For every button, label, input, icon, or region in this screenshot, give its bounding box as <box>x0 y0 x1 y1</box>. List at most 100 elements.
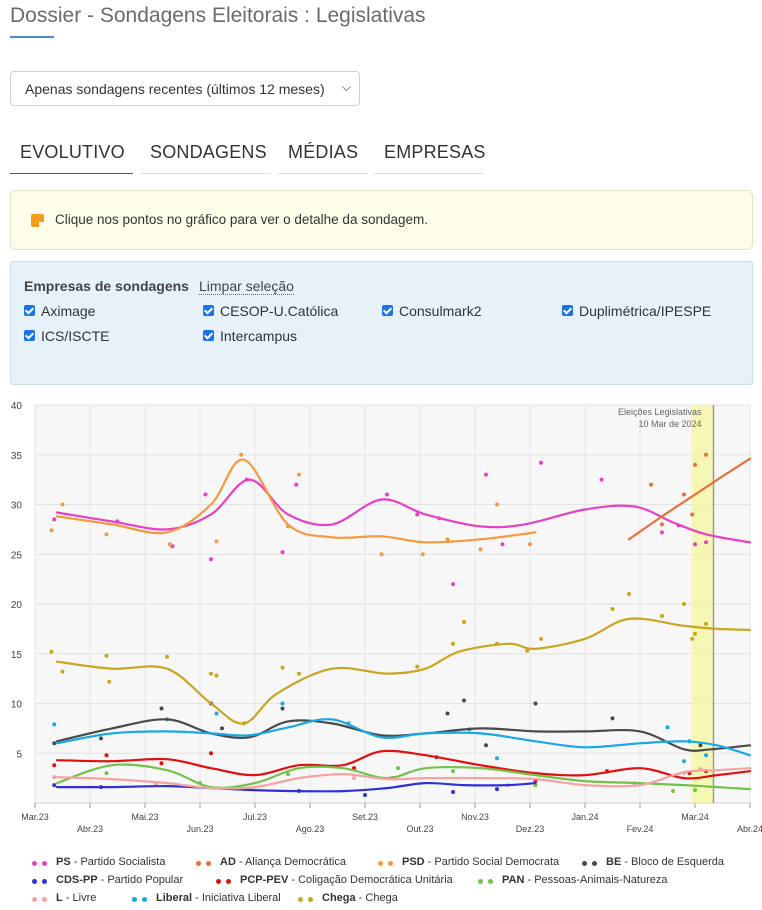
x-tick-label: Jan.24 <box>571 812 598 822</box>
legend-dot <box>488 879 493 884</box>
legend-full-name: - Bloco de Esquerda <box>621 856 725 868</box>
x-tick-label: Jul.23 <box>243 812 267 822</box>
legend-label: CDS-PP - Partido Popular <box>56 874 183 886</box>
tab-underline <box>374 173 484 174</box>
poll-point-ps <box>170 544 175 549</box>
poll-point-ad <box>704 452 708 457</box>
poll-point-psd <box>49 528 54 533</box>
legend-full-name: - Aliança Democrática <box>235 856 346 868</box>
series-line-ad <box>627 457 752 541</box>
legend-full-name: - Pessoas-Animais-Natureza <box>524 874 668 886</box>
poll-point-pcp-pev <box>52 763 57 768</box>
poll-point-ps <box>385 492 389 497</box>
tab-underline <box>140 173 271 174</box>
legend-full-name: - Livre <box>62 892 97 904</box>
legend-dot <box>206 861 211 866</box>
legend-label: PSD - Partido Social Democrata <box>402 856 559 868</box>
legend-marker <box>30 877 52 887</box>
period-select[interactable]: Apenas sondagens recentes (últimos 12 me… <box>10 71 360 106</box>
legend-abbr: BE <box>606 856 622 868</box>
y-tick-label: 30 <box>11 501 23 512</box>
poll-point-ps <box>693 542 697 547</box>
poll-point-chega <box>451 641 455 646</box>
poll-point-chega <box>660 613 664 618</box>
legend-marker <box>194 859 216 869</box>
poll-point-psd <box>297 472 301 477</box>
x-tick-label: Abr.23 <box>77 824 103 834</box>
legend-dot <box>42 897 47 902</box>
poll-point-be <box>280 706 285 711</box>
poll-point-ps <box>203 492 208 497</box>
legend-dot <box>226 879 231 884</box>
poll-point-be <box>99 736 103 741</box>
poll-point-cds-pp <box>52 783 57 788</box>
tab-sondagens-label: SONDAGENS <box>150 142 267 162</box>
poll-point-psd <box>379 552 384 557</box>
legend-full-name: - Partido Popular <box>97 874 184 886</box>
poll-point-pcp-pev <box>104 753 109 758</box>
poll-point-ps <box>209 557 213 562</box>
tab-empresas[interactable]: EMPRESAS <box>374 140 488 174</box>
poll-point-chega <box>214 673 219 678</box>
legend-marker <box>214 877 236 887</box>
legend-marker <box>296 895 318 905</box>
tab-empresas-label: EMPRESAS <box>384 142 486 162</box>
poll-point-be <box>484 743 488 748</box>
legend-label: L - Livre <box>56 892 96 904</box>
poll-point-ps <box>500 542 505 547</box>
x-tick-label: Mar.23 <box>21 812 49 822</box>
legend-abbr: AD <box>220 856 236 868</box>
poll-point-chega <box>627 592 631 597</box>
legend-marker <box>30 859 52 869</box>
poll-point-be <box>610 716 615 721</box>
election-annotation-line2: 10 Mar de 2024 <box>638 419 701 429</box>
poll-point-chega <box>690 636 695 641</box>
checkbox-checked-icon <box>24 330 35 341</box>
company-label: CESOP-U.Católica <box>220 303 339 319</box>
series-line-l <box>55 767 752 790</box>
poll-point-ps <box>451 582 455 587</box>
poll-point-chega <box>49 649 54 654</box>
x-tick-label: Jun.23 <box>186 824 213 834</box>
clear-selection-link[interactable]: Limpar seleção <box>199 278 294 295</box>
company-label: ICS/ISCTE <box>41 328 110 344</box>
tab-bar: EVOLUTIVO SONDAGENS MÉDIAS EMPRESAS <box>10 140 490 174</box>
x-tick-label: Mar.24 <box>681 812 709 822</box>
legend-abbr: L <box>56 892 63 904</box>
series-line-liberal <box>55 718 752 757</box>
poll-point-psd <box>495 502 499 507</box>
poll-point-liberal <box>214 711 219 716</box>
legend-full-name: - Coligação Democrática Unitária <box>288 874 453 886</box>
tab-sondagens[interactable]: SONDAGENS <box>140 140 275 174</box>
title-underline <box>10 36 54 38</box>
poll-point-ad <box>660 522 664 527</box>
poll-point-psd <box>478 547 483 552</box>
poll-point-ps <box>599 477 604 482</box>
poll-point-be <box>533 701 538 706</box>
poll-point-ps <box>539 460 543 465</box>
poll-point-cds-pp <box>495 787 499 792</box>
y-tick-label: 20 <box>11 600 23 611</box>
tab-medias[interactable]: MÉDIAS <box>278 140 372 174</box>
legend-marker <box>476 877 498 887</box>
poll-point-psd <box>167 542 172 547</box>
tab-evolutivo-label: EVOLUTIVO <box>20 142 125 162</box>
checkbox-checked-icon <box>24 305 35 316</box>
legend-dot <box>42 861 47 866</box>
poll-point-chega <box>693 631 697 636</box>
poll-point-chega <box>539 636 543 641</box>
poll-point-psd <box>104 532 109 537</box>
legend-dot <box>298 897 303 902</box>
legend-dot <box>582 861 587 866</box>
poll-point-cds-pp <box>363 793 367 798</box>
info-banner: Clique nos pontos no gráfico para ver o … <box>10 190 753 250</box>
poll-point-liberal <box>495 756 499 761</box>
poll-point-ad <box>649 482 653 487</box>
legend-label: Chega - Chega <box>322 892 398 904</box>
poll-point-chega <box>525 648 530 653</box>
poll-point-ps <box>415 512 420 517</box>
poll-point-psd <box>214 539 219 544</box>
tab-evolutivo[interactable]: EVOLUTIVO <box>10 140 137 174</box>
poll-point-chega <box>462 619 466 624</box>
poll-point-ps <box>280 550 285 555</box>
